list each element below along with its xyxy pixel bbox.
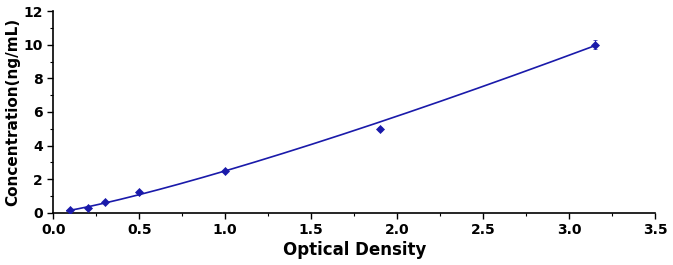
X-axis label: Optical Density: Optical Density: [283, 241, 426, 259]
Y-axis label: Concentration(ng/mL): Concentration(ng/mL): [5, 18, 21, 206]
